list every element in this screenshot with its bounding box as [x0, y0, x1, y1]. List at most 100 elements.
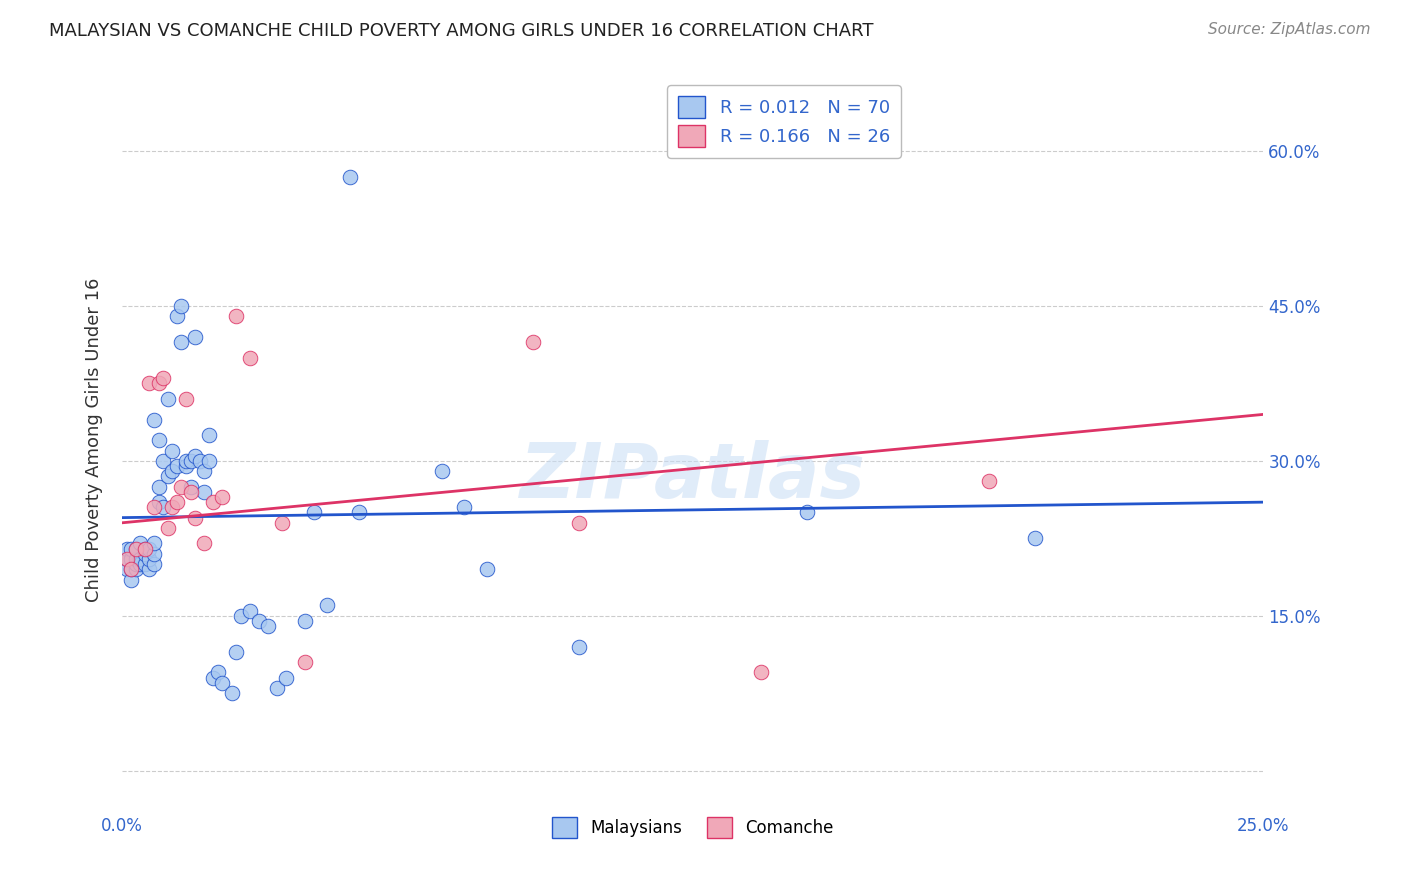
Point — [188, 454, 211, 468]
Point — [225, 645, 247, 659]
Point — [225, 310, 247, 324]
Point — [134, 547, 156, 561]
Point — [125, 552, 148, 566]
Point — [170, 299, 193, 313]
Point — [174, 454, 197, 468]
Point — [180, 484, 202, 499]
Point — [134, 541, 156, 556]
Point — [270, 516, 292, 530]
Point — [125, 541, 148, 556]
Point — [197, 454, 219, 468]
Point — [193, 484, 215, 499]
Legend: Malaysians, Comanche: Malaysians, Comanche — [546, 811, 841, 845]
Y-axis label: Child Poverty Among Girls Under 16: Child Poverty Among Girls Under 16 — [86, 278, 103, 602]
Point — [156, 521, 179, 535]
Point — [174, 458, 197, 473]
Point — [134, 541, 156, 556]
Point — [166, 458, 188, 473]
Point — [221, 686, 243, 700]
Point — [156, 392, 179, 406]
Point — [166, 310, 188, 324]
Point — [276, 671, 298, 685]
Point — [143, 412, 166, 426]
Point — [138, 376, 160, 391]
Point — [143, 500, 166, 515]
Point — [125, 557, 148, 571]
Point — [316, 599, 339, 613]
Point — [180, 454, 202, 468]
Point — [170, 335, 193, 350]
Point — [180, 480, 202, 494]
Point — [294, 614, 316, 628]
Point — [148, 495, 170, 509]
Point — [143, 547, 166, 561]
Point — [143, 557, 166, 571]
Point — [257, 619, 280, 633]
Point — [134, 557, 156, 571]
Point — [522, 335, 544, 350]
Point — [129, 536, 152, 550]
Point — [120, 573, 142, 587]
Point — [302, 506, 325, 520]
Point — [477, 562, 499, 576]
Point — [162, 500, 184, 515]
Point — [156, 469, 179, 483]
Text: ZIPatlas: ZIPatlas — [520, 441, 866, 515]
Point — [162, 443, 184, 458]
Point — [152, 454, 174, 468]
Point — [202, 671, 225, 685]
Text: Source: ZipAtlas.com: Source: ZipAtlas.com — [1208, 22, 1371, 37]
Point — [138, 562, 160, 576]
Point — [174, 392, 197, 406]
Point — [138, 541, 160, 556]
Point — [143, 536, 166, 550]
Point — [115, 541, 138, 556]
Point — [148, 433, 170, 447]
Point — [148, 480, 170, 494]
Point — [184, 330, 207, 344]
Point — [152, 371, 174, 385]
Point — [166, 495, 188, 509]
Point — [120, 562, 142, 576]
Point — [349, 506, 371, 520]
Point — [197, 428, 219, 442]
Point — [430, 464, 453, 478]
Text: MALAYSIAN VS COMANCHE CHILD POVERTY AMONG GIRLS UNDER 16 CORRELATION CHART: MALAYSIAN VS COMANCHE CHILD POVERTY AMON… — [49, 22, 873, 40]
Point — [211, 490, 233, 504]
Point — [184, 510, 207, 524]
Point — [979, 475, 1001, 489]
Point — [129, 557, 152, 571]
Point — [120, 552, 142, 566]
Point — [207, 665, 229, 680]
Point — [120, 562, 142, 576]
Point — [120, 541, 142, 556]
Point — [1024, 531, 1046, 545]
Point — [339, 169, 361, 184]
Point — [170, 480, 193, 494]
Point — [193, 464, 215, 478]
Point — [796, 506, 818, 520]
Point — [567, 516, 589, 530]
Point — [115, 552, 138, 566]
Point — [567, 640, 589, 654]
Point — [115, 562, 138, 576]
Point — [202, 495, 225, 509]
Point — [211, 675, 233, 690]
Point — [266, 681, 288, 695]
Point — [129, 552, 152, 566]
Point — [115, 552, 138, 566]
Point — [229, 608, 252, 623]
Point — [138, 552, 160, 566]
Point — [453, 500, 475, 515]
Point — [162, 464, 184, 478]
Point — [247, 614, 270, 628]
Point — [294, 655, 316, 669]
Point — [125, 541, 148, 556]
Point — [239, 351, 262, 365]
Point — [749, 665, 772, 680]
Point — [184, 449, 207, 463]
Point — [125, 562, 148, 576]
Point — [152, 500, 174, 515]
Point — [239, 603, 262, 617]
Point — [148, 376, 170, 391]
